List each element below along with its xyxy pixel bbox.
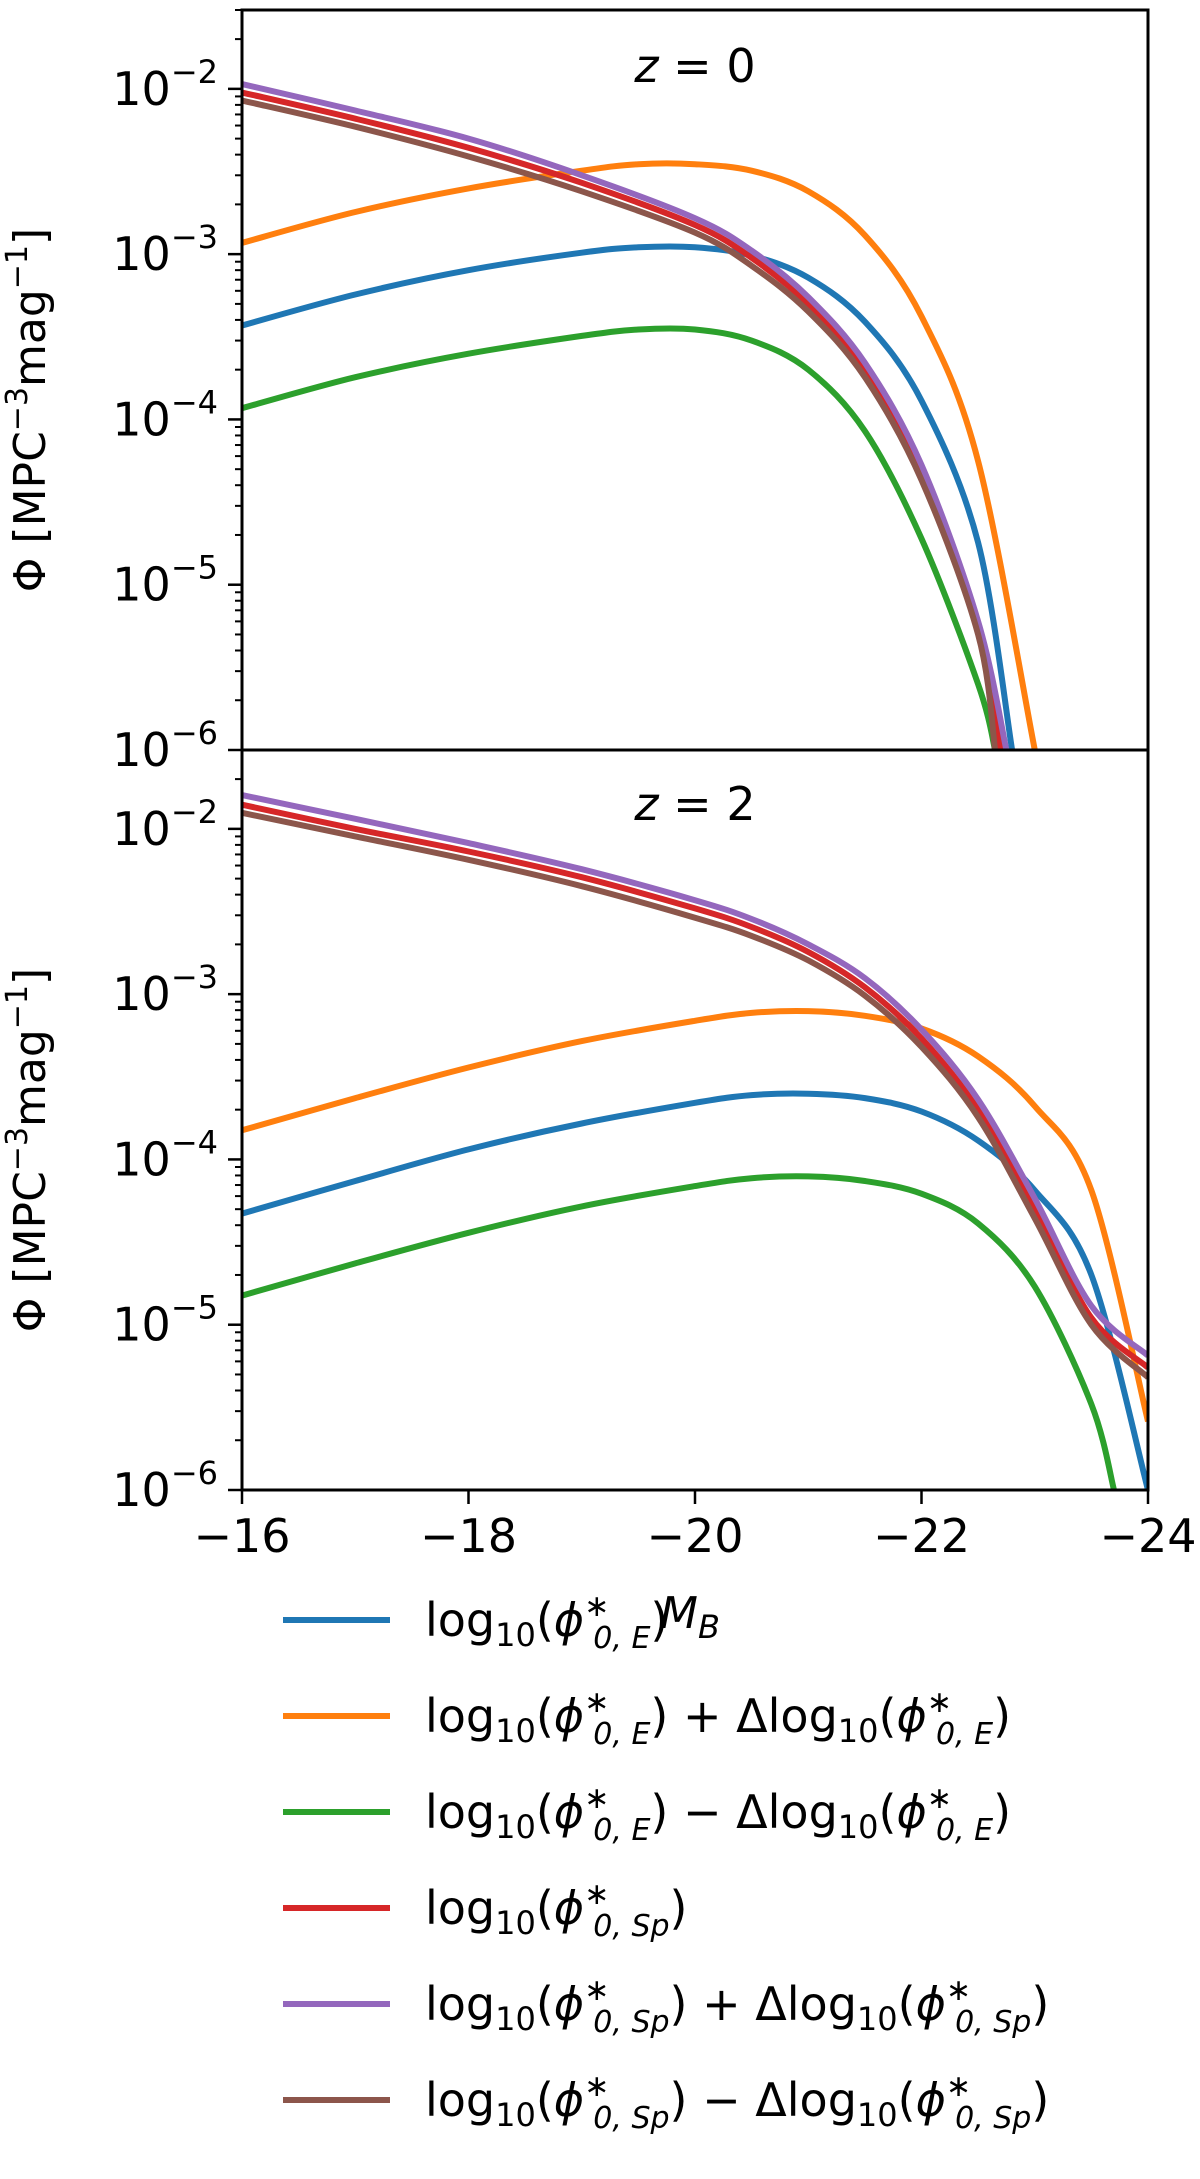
legend-label: log10(ϕ∗ 0, Sp) − Δlog10(ϕ∗ 0, Sp) <box>425 2069 1049 2136</box>
series-line-sp <box>242 801 1148 1370</box>
panel-label: z = 2 <box>633 777 755 831</box>
x-tick-label: −18 <box>420 1509 517 1563</box>
y-tick-label: 10−2 <box>112 793 218 856</box>
legend-label: log10(ϕ∗ 0, E) <box>425 1589 668 1656</box>
y-axis-label: Φ [MPC−3mag−1] <box>0 968 56 1332</box>
series-line-e-minus <box>242 1173 1117 1490</box>
panel-label: z = 0 <box>633 39 755 93</box>
series-line-e <box>242 243 1016 750</box>
legend-label: log10(ϕ∗ 0, E) − Δlog10(ϕ∗ 0, E) <box>425 1781 1011 1848</box>
legend-entry-e-plus: log10(ϕ∗ 0, E) + Δlog10(ϕ∗ 0, E) <box>283 1685 1011 1752</box>
panel-z0: 10−6 10−5 10−4 10−3 10−2 z = 0 Φ [MPC−3mag−1… <box>0 8 1150 777</box>
x-tick-label: −16 <box>193 1509 290 1563</box>
plot-frame <box>240 748 1150 1492</box>
x-ticks: −16 −18 −20 −22 −24 <box>193 1490 1197 1563</box>
legend-entry-sp-minus: log10(ϕ∗ 0, Sp) − Δlog10(ϕ∗ 0, Sp) <box>283 2069 1049 2136</box>
legend-entry-e-minus: log10(ϕ∗ 0, E) − Δlog10(ϕ∗ 0, E) <box>283 1781 1011 1848</box>
y-tick-label: 10−6 <box>112 714 218 777</box>
series-lines <box>242 81 1038 750</box>
legend: log10(ϕ∗ 0, E) log10(ϕ∗ 0, E) + Δlog10(ϕ∗ 0,… <box>283 1589 1049 2136</box>
y-tick-label: 10−3 <box>112 958 218 1021</box>
series-line-e-plus <box>242 160 1038 750</box>
y-ticks: 10−6 10−5 10−4 10−3 10−2 <box>112 9 242 777</box>
series-line-sp-plus <box>242 792 1148 1358</box>
y-axis-label: Φ [MPC−3mag−1] <box>0 228 56 592</box>
series-line-sp-minus <box>242 97 999 750</box>
y-tick-label: 10−2 <box>112 53 218 116</box>
y-tick-label: 10−5 <box>112 549 218 612</box>
x-tick-label: −24 <box>1099 1509 1196 1563</box>
y-ticks: 10−6 10−5 10−4 10−3 10−2 <box>112 749 242 1517</box>
legend-entry-e: log10(ϕ∗ 0, E) <box>283 1589 668 1656</box>
series-line-sp-plus <box>242 81 1010 750</box>
y-tick-label: 10−4 <box>112 1123 218 1186</box>
y-tick-label: 10−5 <box>112 1289 218 1352</box>
series-lines <box>242 792 1148 1490</box>
y-tick-label: 10−6 <box>112 1454 218 1517</box>
x-axis-label: MB <box>660 1588 720 1646</box>
series-line-sp-minus <box>242 809 1148 1380</box>
x-tick-label: −22 <box>873 1509 970 1563</box>
series-line-e <box>242 1090 1148 1490</box>
panel-z2: 10−6 10−5 10−4 10−3 10−2 −16 −18 −20 −22 −24 z =… <box>0 748 1197 1646</box>
legend-entry-sp: log10(ϕ∗ 0, Sp) <box>283 1877 688 1944</box>
y-tick-label: 10−3 <box>112 218 218 281</box>
legend-label: log10(ϕ∗ 0, Sp) <box>425 1877 688 1944</box>
legend-label: log10(ϕ∗ 0, E) + Δlog10(ϕ∗ 0, E) <box>425 1685 1011 1752</box>
legend-label: log10(ϕ∗ 0, Sp) + Δlog10(ϕ∗ 0, Sp) <box>425 1973 1049 2040</box>
series-line-e-plus <box>242 1007 1148 1423</box>
series-line-e-minus <box>242 325 999 750</box>
y-tick-label: 10−4 <box>112 383 218 446</box>
x-tick-label: −20 <box>646 1509 743 1563</box>
legend-entry-sp-plus: log10(ϕ∗ 0, Sp) + Δlog10(ϕ∗ 0, Sp) <box>283 1973 1049 2040</box>
